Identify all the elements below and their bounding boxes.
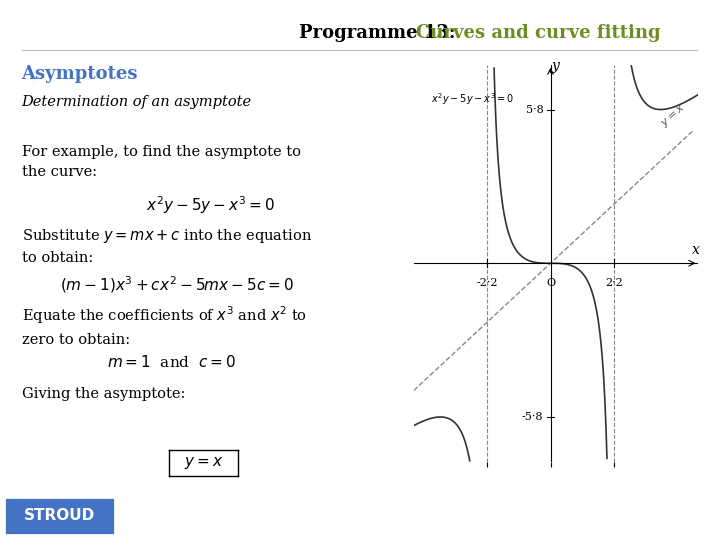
- Text: x: x: [692, 243, 700, 257]
- Text: Programme 13:: Programme 13:: [299, 24, 468, 42]
- Text: $x^2y - 5y - x^3 = 0$: $x^2y - 5y - x^3 = 0$: [431, 91, 514, 107]
- Text: Giving the asymptote:: Giving the asymptote:: [22, 387, 185, 401]
- Text: y: y: [552, 59, 559, 73]
- Text: -5·8: -5·8: [522, 411, 544, 422]
- Text: 5·8: 5·8: [526, 105, 544, 115]
- Text: Curves and curve fitting: Curves and curve fitting: [416, 24, 661, 42]
- Text: 2·2: 2·2: [606, 278, 623, 288]
- Text: Determination of an asymptote: Determination of an asymptote: [22, 95, 252, 109]
- Text: $m = 1$  and  $c = 0$: $m = 1$ and $c = 0$: [107, 354, 236, 370]
- Text: Equate the coefficients of $x^3$ and $x^2$ to
zero to obtain:: Equate the coefficients of $x^3$ and $x^…: [22, 305, 307, 347]
- Text: O: O: [546, 278, 555, 288]
- Text: STROUD: STROUD: [24, 508, 95, 523]
- FancyBboxPatch shape: [4, 497, 115, 535]
- Text: $y = x$: $y = x$: [659, 101, 688, 130]
- Text: ⊹: ⊹: [676, 501, 699, 529]
- Text: Asymptotes: Asymptotes: [22, 65, 138, 83]
- Text: Worked examples and exercises are in the text: Worked examples and exercises are in the…: [139, 506, 581, 524]
- Text: For example, to find the asymptote to
the curve:: For example, to find the asymptote to th…: [22, 145, 301, 179]
- Text: -2·2: -2·2: [476, 278, 498, 288]
- Text: $y = x$: $y = x$: [184, 455, 223, 471]
- Text: $(m-1)x^3 + cx^2 - 5mx - 5c = 0$: $(m-1)x^3 + cx^2 - 5mx - 5c = 0$: [60, 274, 294, 295]
- Text: Substitute $y = mx + c$ into the equation
to obtain:: Substitute $y = mx + c$ into the equatio…: [22, 227, 312, 265]
- Text: $x^2y - 5y - x^3 = 0$: $x^2y - 5y - x^3 = 0$: [146, 194, 275, 216]
